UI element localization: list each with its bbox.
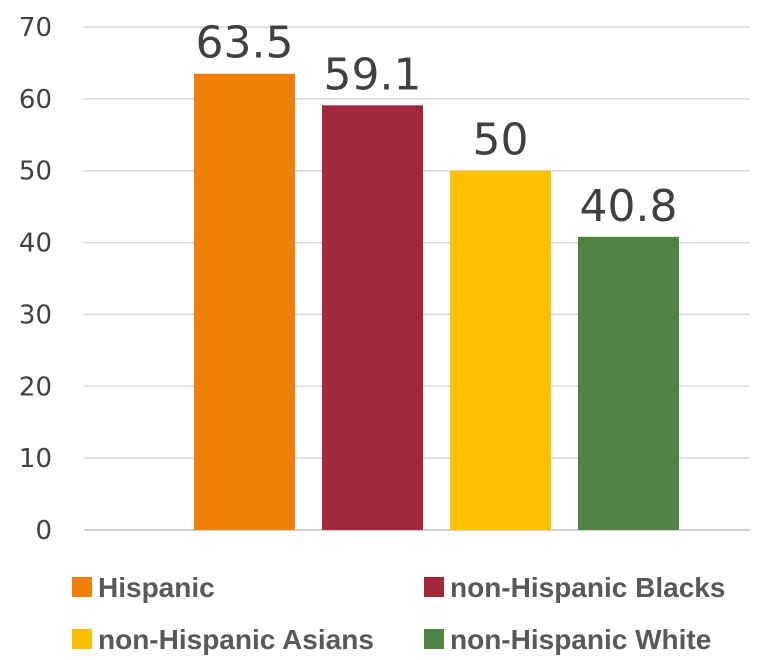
legend-swatch bbox=[424, 629, 444, 649]
data-label: 50 bbox=[473, 115, 529, 166]
y-tick-label: 20 bbox=[19, 372, 52, 402]
bar-non-hispanic-white bbox=[578, 236, 679, 530]
legend-swatch bbox=[72, 577, 92, 597]
data-label: 40.8 bbox=[580, 181, 678, 232]
y-axis-tick-labels: 0 10 20 30 40 50 60 70 bbox=[19, 13, 52, 546]
data-labels: 63.5 59.1 50 40.8 bbox=[196, 18, 678, 232]
legend: Hispanic non-Hispanic Blacks non-Hispanic … bbox=[72, 572, 725, 655]
y-tick-label: 60 bbox=[19, 85, 52, 115]
bar-non-hispanic-asians bbox=[450, 170, 551, 530]
legend-label: non-Hispanic White bbox=[450, 624, 711, 655]
legend-label: Hispanic bbox=[98, 572, 215, 603]
data-label: 59.1 bbox=[324, 49, 422, 100]
legend-label: non-Hispanic Asians bbox=[98, 624, 374, 655]
bar-non-hispanic-blacks bbox=[322, 105, 423, 531]
data-label: 63.5 bbox=[196, 18, 294, 69]
legend-swatch bbox=[72, 629, 92, 649]
legend-label: non-Hispanic Blacks bbox=[450, 572, 725, 603]
y-tick-label: 50 bbox=[19, 157, 52, 187]
y-tick-label: 40 bbox=[19, 229, 52, 259]
bar-hispanic bbox=[194, 73, 295, 530]
y-tick-label: 10 bbox=[19, 444, 52, 474]
legend-swatch bbox=[424, 577, 444, 597]
y-tick-label: 30 bbox=[19, 300, 52, 330]
bars bbox=[194, 73, 679, 531]
y-tick-label: 0 bbox=[35, 516, 52, 546]
y-tick-label: 70 bbox=[19, 13, 52, 43]
